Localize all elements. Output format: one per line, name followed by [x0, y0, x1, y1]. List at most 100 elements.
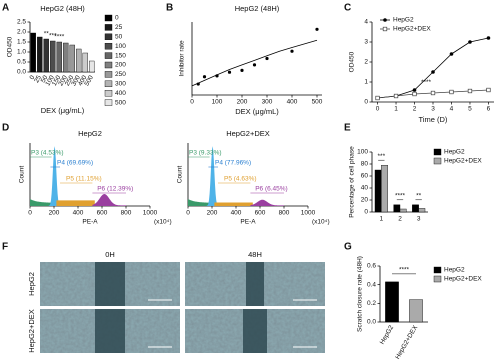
y-tick-label: 1	[364, 79, 368, 86]
histogram	[92, 194, 126, 206]
legend-label: HepG2	[444, 149, 465, 156]
legend-label: HepG2+DEX	[444, 276, 482, 283]
legend-swatch	[104, 80, 113, 88]
histogram	[250, 199, 284, 206]
legend-label: 150	[115, 52, 126, 59]
data-point	[315, 27, 319, 31]
bar	[82, 52, 88, 73]
legend-swatch	[433, 157, 442, 165]
x-tick-label: 0	[376, 106, 380, 113]
gate-label: P3 (4.53%)	[31, 150, 64, 157]
column-label: 0H	[105, 250, 115, 259]
x-tick-label: HepG2	[379, 324, 396, 346]
histogram	[44, 146, 66, 206]
x-tick-label: 0	[29, 74, 37, 81]
y-tick-label: 0.4	[367, 281, 376, 288]
legend-swatch	[104, 43, 113, 50]
marker	[383, 18, 387, 22]
legend-swatch	[104, 14, 113, 22]
bar	[89, 60, 95, 73]
gate-label: P4 (77.96%)	[215, 160, 251, 167]
scratch	[95, 262, 125, 306]
legend-swatch	[433, 148, 442, 156]
histogram	[30, 199, 54, 206]
x-tick-label: 400	[287, 99, 298, 106]
x-tick-label: 1	[380, 216, 384, 223]
marker	[393, 93, 399, 99]
data-point	[196, 82, 200, 86]
legend-swatch	[104, 61, 113, 69]
legend-label: 400	[115, 90, 126, 97]
x-tick-label: 3	[417, 216, 421, 223]
data-point	[252, 63, 257, 67]
marker	[412, 88, 417, 92]
data-point	[202, 75, 207, 79]
scratch	[243, 309, 267, 353]
x-tick-label: 600	[97, 210, 108, 217]
x-tick-label: 600	[255, 210, 266, 217]
marker	[467, 88, 473, 94]
gate-label: P6 (12.39%)	[97, 186, 133, 193]
significance: **	[44, 31, 50, 38]
legend-swatch	[104, 33, 113, 40]
legend-label: HepG2+DEX	[444, 158, 482, 165]
y-tick-label: 0.5	[17, 59, 26, 66]
x-tick-label: 200	[237, 99, 248, 106]
y-tick-label: 4	[364, 19, 368, 26]
x-tick-label: 250	[64, 74, 76, 87]
x-tick-label: 3	[431, 106, 435, 113]
legend-label: 250	[115, 71, 126, 78]
panel-label: C	[344, 3, 351, 14]
x-tick-label: 200	[57, 74, 69, 87]
scratch	[95, 309, 125, 353]
x-unit: (x10⁴)	[312, 219, 330, 226]
bar	[69, 44, 75, 73]
bar	[399, 208, 407, 213]
panel-label: E	[344, 123, 351, 134]
marker	[468, 40, 472, 44]
bar	[50, 40, 56, 73]
x-axis-label: PE-A	[240, 219, 256, 226]
significance: ***	[49, 33, 57, 40]
gate-label: P5 (11.15%)	[66, 176, 102, 183]
bar	[409, 299, 423, 323]
x-axis-label: DEX (μg/mL)	[41, 106, 85, 115]
data-point	[290, 49, 294, 53]
data-point	[227, 70, 232, 74]
y-tick-label: 40	[361, 185, 369, 192]
bar	[385, 281, 399, 323]
gate-label: P6 (6.45%)	[255, 186, 288, 193]
significance: ***	[378, 153, 386, 160]
y-axis-label: Inhibitor rate	[179, 40, 186, 77]
y-tick-label: 80	[361, 161, 369, 168]
x-tick-label: 1	[394, 106, 398, 113]
x-tick-label: 0	[186, 210, 190, 217]
legend-label: HepG2	[444, 267, 465, 274]
legend-label: 0	[115, 15, 119, 22]
legend-label: 50	[115, 34, 123, 41]
x-tick-label: 200	[207, 210, 218, 217]
bar	[381, 164, 388, 213]
legend-label: 100	[115, 43, 126, 50]
x-tick-label: 800	[279, 210, 290, 217]
bar	[56, 41, 62, 73]
bar	[63, 42, 69, 73]
bar	[418, 208, 426, 213]
legend-swatch	[104, 24, 113, 31]
panel-title: HepG2 (48H)	[235, 4, 280, 13]
significance: ****	[399, 267, 410, 274]
y-tick-label: 3	[364, 39, 368, 46]
y-axis-label: Percentage of cell phase	[349, 146, 356, 218]
x-tick-label: 2	[398, 216, 402, 223]
marker	[486, 87, 491, 93]
panel-title: HepG2 (48H)	[40, 4, 85, 13]
significance: ****	[395, 193, 406, 200]
x-tick-label: 1000	[143, 210, 158, 217]
bar	[30, 32, 36, 73]
legend-label: 200	[115, 62, 126, 69]
y-axis-label: OD450	[7, 36, 14, 57]
panel-label: B	[166, 3, 173, 14]
y-axis-label: OD450	[349, 51, 356, 72]
x-tick-label: 150	[51, 74, 63, 87]
